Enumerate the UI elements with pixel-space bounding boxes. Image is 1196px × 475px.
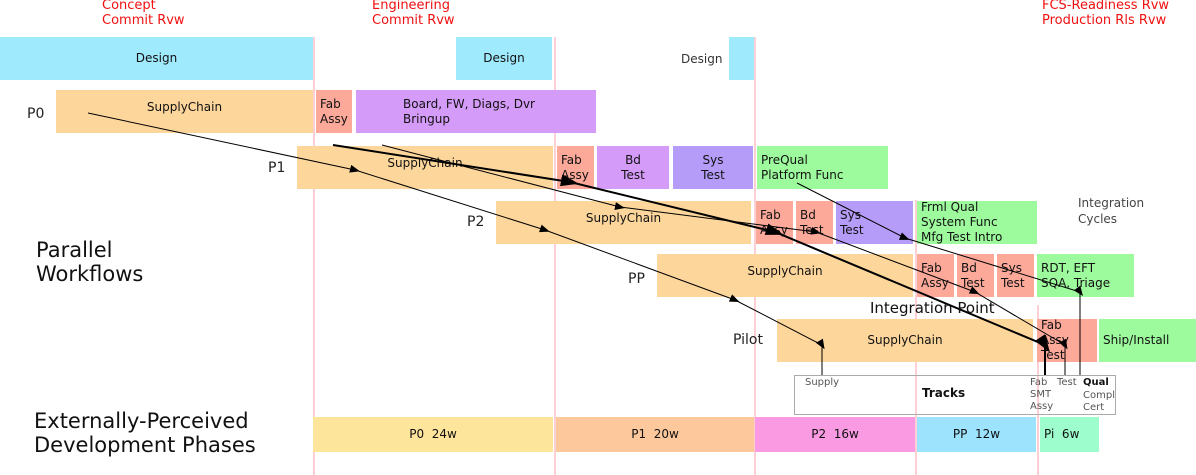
phase-p0: P0 24w — [313, 417, 553, 452]
milestone-line — [313, 37, 315, 475]
fab-assy-bar: Fab Assy — [316, 90, 352, 133]
milestone-line — [1037, 305, 1039, 475]
fab-track-arrow — [332, 144, 1050, 375]
test-track-arrow — [381, 144, 1068, 375]
milestone-engineering-commit: Engineering Commit Rvw — [372, 0, 455, 28]
row-label-p1: P1 — [268, 160, 286, 176]
integration-point-label: Integration Point — [870, 299, 995, 317]
milestone-fcs-readiness: FCS-Readiness Rvw Production Rls Rvw — [1042, 0, 1170, 28]
qual-track-arrow — [796, 182, 1083, 375]
milestone-concept-commit: Concept Commit Rvw — [102, 0, 185, 28]
bringup-bar: Board, FW, Diags, Dvr Bringup — [356, 90, 596, 133]
track-qual: Qual — [1083, 377, 1109, 388]
design-bar: Design — [0, 37, 313, 80]
tracks-box — [794, 375, 1116, 415]
design-label: Design — [681, 52, 723, 66]
track-test: Test — [1057, 377, 1077, 388]
track-supply: Supply — [805, 377, 840, 388]
row-label-p0: P0 — [27, 106, 45, 122]
external-phases-label: Externally-Perceived Development Phases — [34, 409, 256, 457]
tracks-title: Tracks — [922, 386, 966, 400]
design-bar — [729, 37, 754, 80]
ship-install-bar: Ship/Install — [1099, 319, 1196, 362]
phase-p1: P1 20w — [556, 417, 754, 452]
integration-cycles-label: Integration Cycles — [1078, 196, 1145, 226]
supply-track-arrow — [87, 112, 825, 375]
parallel-workflows-label: Parallel Workflows — [36, 238, 144, 286]
track-compl-cert: Compl Cert — [1083, 390, 1115, 413]
track-fab: Fab SMT Assy — [1030, 377, 1054, 412]
phase-pilot: Pi 6w — [1040, 417, 1099, 452]
phase-p2: P2 16w — [755, 417, 915, 452]
supplychain-bar: SupplyChain — [56, 90, 313, 133]
design-bar: Design — [456, 37, 552, 80]
phase-pp: PP 12w — [917, 417, 1036, 452]
